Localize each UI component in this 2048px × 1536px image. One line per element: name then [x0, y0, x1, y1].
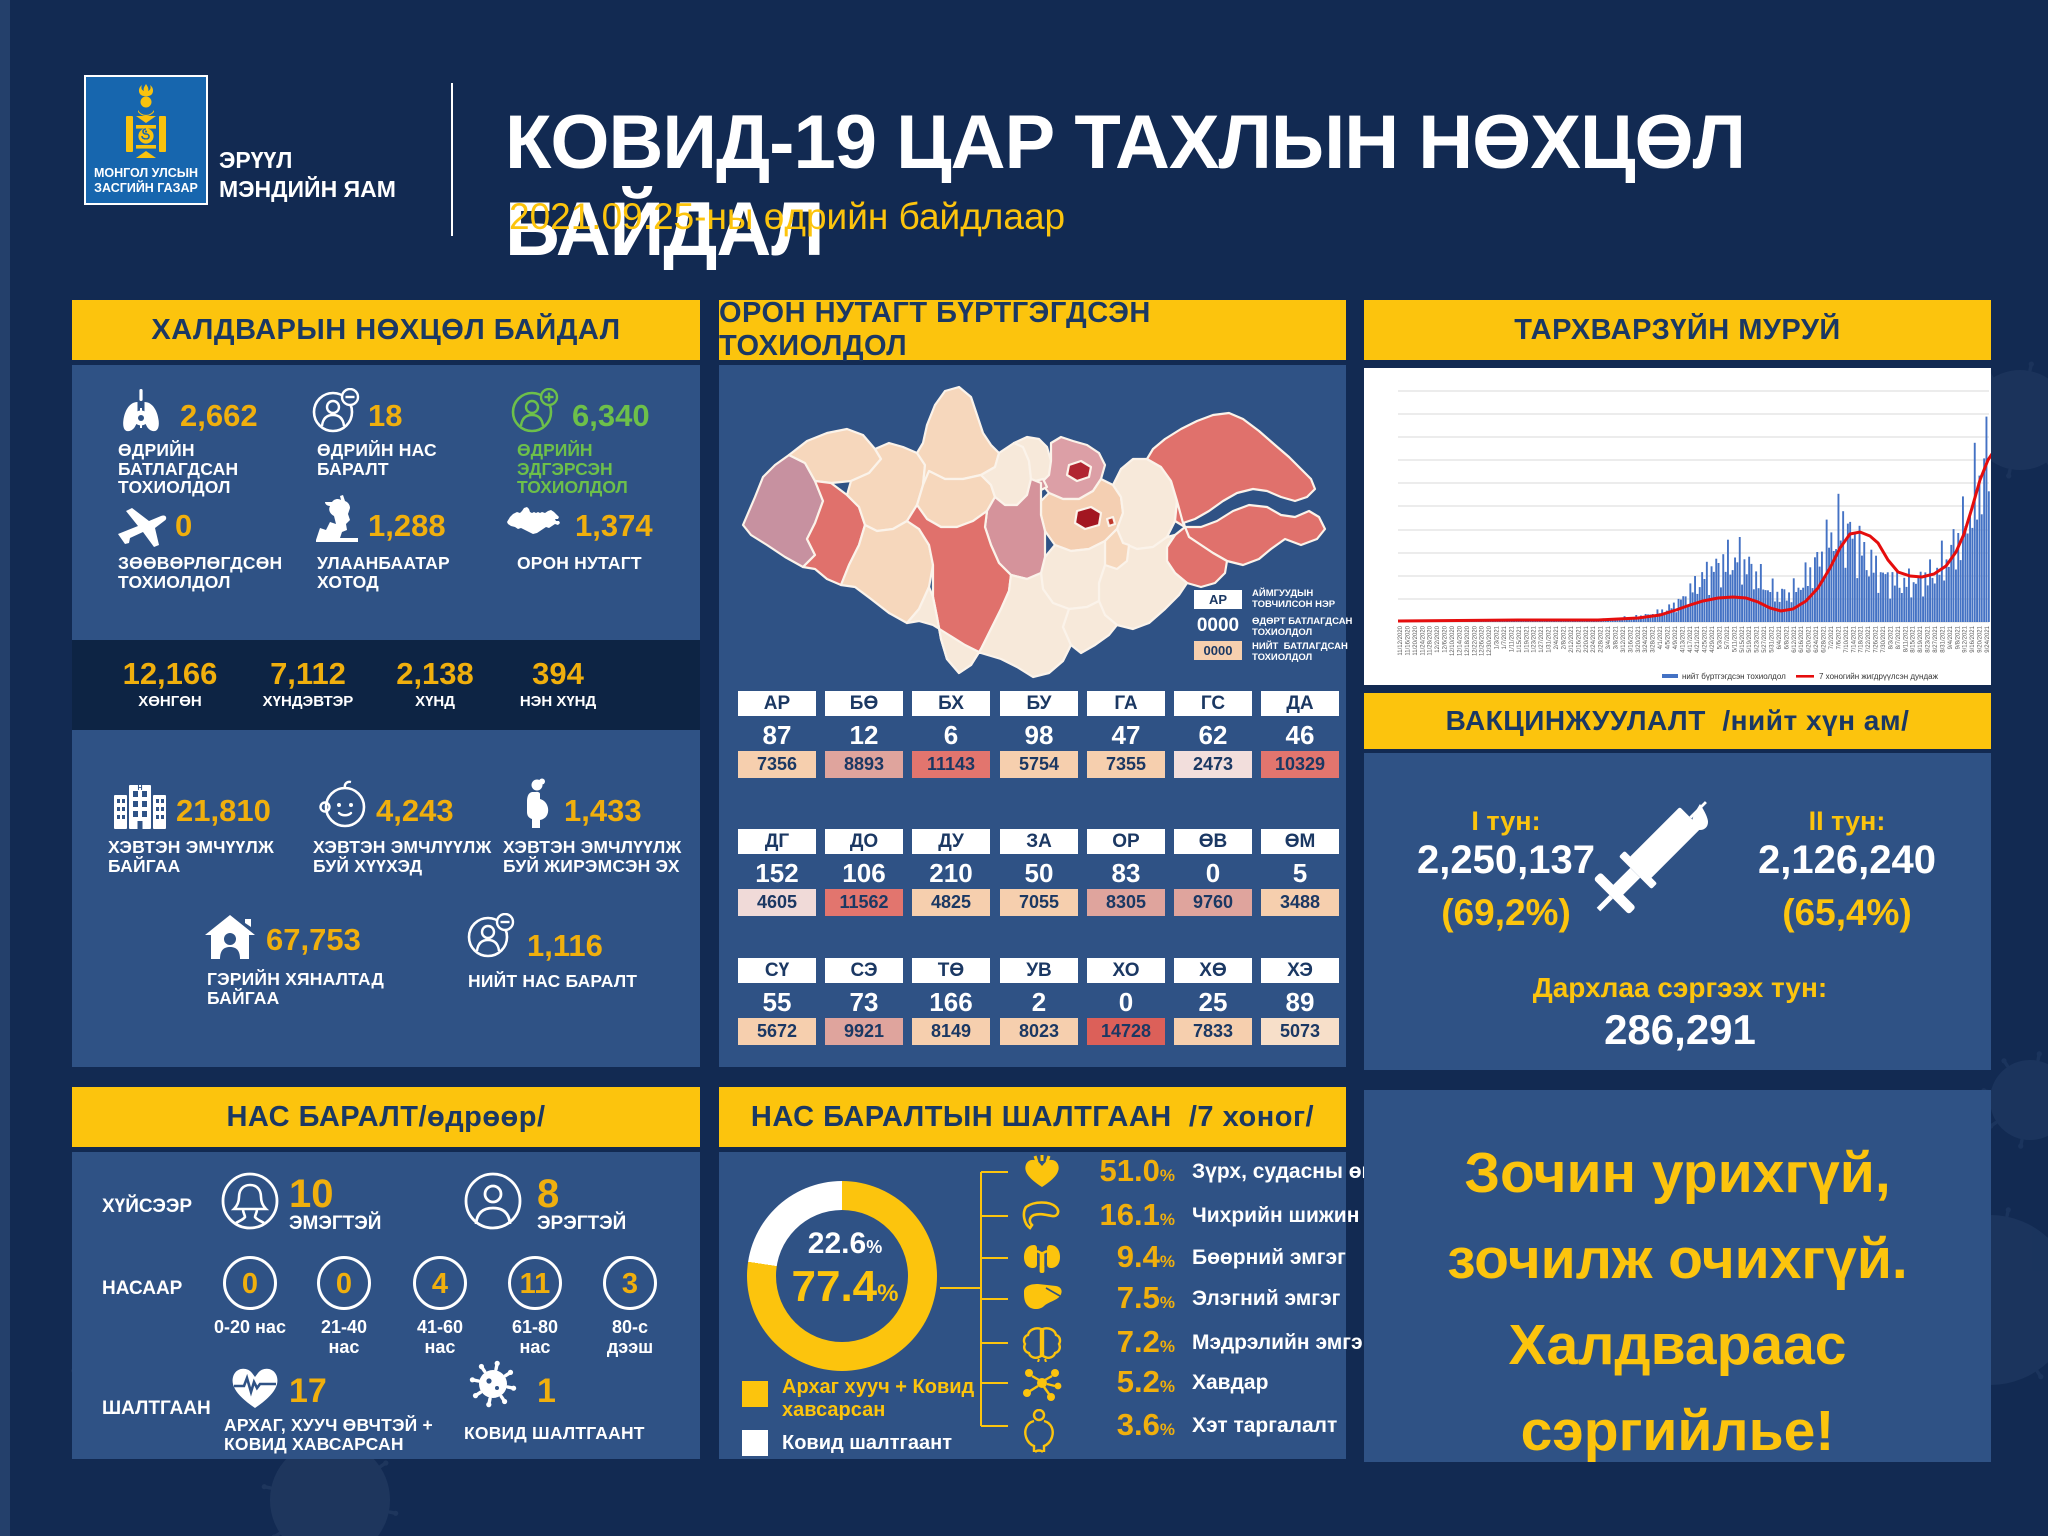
svg-text:2/12/2021: 2/12/2021 — [1569, 625, 1575, 652]
svg-text:12/2/2020: 12/2/2020 — [1435, 625, 1441, 652]
svg-text:5/23/2021: 5/23/2021 — [1755, 625, 1761, 652]
svg-text:7 хоногийн жигдрүүлсэн дундаж: 7 хоногийн жигдрүүлсэн дундаж — [1819, 672, 1939, 681]
svg-text:8/11/2021: 8/11/2021 — [1903, 625, 1909, 652]
svg-text:11/12/2020: 11/12/2020 — [1398, 625, 1404, 655]
svg-text:5/31/2021: 5/31/2021 — [1770, 625, 1776, 652]
svg-text:4/5/2021: 4/5/2021 — [1666, 625, 1672, 649]
svg-text:6/28/2021: 6/28/2021 — [1822, 625, 1828, 652]
svg-text:1/23/2021: 1/23/2021 — [1532, 625, 1538, 652]
svg-text:1/3/2021: 1/3/2021 — [1495, 625, 1501, 649]
svg-text:5/7/2021: 5/7/2021 — [1725, 625, 1731, 649]
svg-text:6/16/2021: 6/16/2021 — [1799, 625, 1805, 652]
svg-text:3/20/2021: 3/20/2021 — [1636, 625, 1642, 652]
svg-text:12/26/2020: 12/26/2020 — [1480, 625, 1486, 656]
svg-text:6/24/2021: 6/24/2021 — [1814, 625, 1820, 652]
svg-text:8/19/2021: 8/19/2021 — [1918, 625, 1924, 652]
svg-text:2/8/2021: 2/8/2021 — [1562, 625, 1568, 649]
svg-text:4/29/2021: 4/29/2021 — [1710, 625, 1716, 652]
svg-text:5/27/2021: 5/27/2021 — [1762, 625, 1768, 652]
svg-text:4/9/2021: 4/9/2021 — [1673, 625, 1679, 649]
svg-text:1/15/2021: 1/15/2021 — [1517, 625, 1523, 652]
svg-text:5/11/2021: 5/11/2021 — [1732, 625, 1738, 652]
svg-text:9/12/2021: 9/12/2021 — [1963, 625, 1969, 652]
svg-text:11/24/2020: 11/24/2020 — [1420, 625, 1426, 655]
svg-text:12/6/2020: 12/6/2020 — [1443, 625, 1449, 652]
svg-text:8/15/2021: 8/15/2021 — [1911, 625, 1917, 652]
svg-text:7/30/2021: 7/30/2021 — [1881, 625, 1887, 652]
svg-text:H: H — [137, 785, 142, 792]
svg-text:3/24/2021: 3/24/2021 — [1643, 625, 1649, 652]
svg-text:3/16/2021: 3/16/2021 — [1628, 625, 1634, 652]
svg-text:4/13/2021: 4/13/2021 — [1680, 625, 1686, 652]
svg-text:1/19/2021: 1/19/2021 — [1524, 625, 1530, 652]
svg-text:7/26/2021: 7/26/2021 — [1874, 625, 1880, 652]
svg-text:8/7/2021: 8/7/2021 — [1896, 625, 1902, 649]
svg-text:3/12/2021: 3/12/2021 — [1621, 625, 1627, 652]
svg-text:12/18/2020: 12/18/2020 — [1465, 625, 1471, 656]
svg-text:8/23/2021: 8/23/2021 — [1926, 625, 1932, 652]
svg-text:5/19/2021: 5/19/2021 — [1747, 625, 1753, 652]
svg-text:12/22/2020: 12/22/2020 — [1472, 625, 1478, 656]
svg-text:нийт бүртгэгдсэн тохиолдол: нийт бүртгэгдсэн тохиолдол — [1682, 672, 1786, 681]
svg-text:8/3/2021: 8/3/2021 — [1888, 625, 1894, 649]
svg-text:7/18/2021: 7/18/2021 — [1859, 625, 1865, 652]
svg-text:4/25/2021: 4/25/2021 — [1703, 625, 1709, 652]
svg-text:4/1/2021: 4/1/2021 — [1658, 625, 1664, 649]
svg-text:11/16/2020: 11/16/2020 — [1405, 625, 1411, 655]
svg-text:11/20/2020: 11/20/2020 — [1413, 625, 1419, 655]
svg-text:4/17/2021: 4/17/2021 — [1688, 625, 1694, 652]
svg-text:7/14/2021: 7/14/2021 — [1851, 625, 1857, 652]
svg-text:5/15/2021: 5/15/2021 — [1740, 625, 1746, 652]
svg-text:6/12/2021: 6/12/2021 — [1792, 625, 1798, 652]
svg-text:2/20/2021: 2/20/2021 — [1584, 625, 1590, 652]
svg-text:12/14/2020: 12/14/2020 — [1457, 625, 1463, 656]
svg-text:1/31/2021: 1/31/2021 — [1547, 625, 1553, 652]
svg-text:2/4/2021: 2/4/2021 — [1554, 625, 1560, 649]
svg-text:7/6/2021: 7/6/2021 — [1836, 625, 1842, 649]
svg-text:11/28/2020: 11/28/2020 — [1428, 625, 1434, 655]
svg-text:1/27/2021: 1/27/2021 — [1539, 625, 1545, 652]
svg-text:6/4/2021: 6/4/2021 — [1777, 625, 1783, 649]
svg-text:3/4/2021: 3/4/2021 — [1606, 625, 1612, 649]
svg-text:9/20/2021: 9/20/2021 — [1978, 625, 1984, 652]
svg-text:7/2/2021: 7/2/2021 — [1829, 625, 1835, 649]
svg-text:6/20/2021: 6/20/2021 — [1807, 625, 1813, 652]
svg-text:6/8/2021: 6/8/2021 — [1784, 625, 1790, 649]
svg-text:3/8/2021: 3/8/2021 — [1614, 625, 1620, 649]
svg-text:8/31/2021: 8/31/2021 — [1940, 625, 1946, 652]
svg-text:3/28/2021: 3/28/2021 — [1651, 625, 1657, 652]
svg-text:4/21/2021: 4/21/2021 — [1695, 625, 1701, 652]
svg-text:7/10/2021: 7/10/2021 — [1844, 625, 1850, 652]
svg-text:12/10/2020: 12/10/2020 — [1450, 625, 1456, 656]
svg-text:9/24/2021: 9/24/2021 — [1985, 625, 1991, 652]
svg-text:5/3/2021: 5/3/2021 — [1718, 625, 1724, 649]
svg-text:9/16/2021: 9/16/2021 — [1970, 625, 1976, 652]
svg-text:9/4/2021: 9/4/2021 — [1948, 625, 1954, 649]
svg-text:1/11/2021: 1/11/2021 — [1510, 625, 1516, 652]
svg-text:7/22/2021: 7/22/2021 — [1866, 625, 1872, 652]
svg-text:1/7/2021: 1/7/2021 — [1502, 625, 1508, 649]
svg-text:8/27/2021: 8/27/2021 — [1933, 625, 1939, 652]
svg-text:2/16/2021: 2/16/2021 — [1576, 625, 1582, 652]
svg-text:2/24/2021: 2/24/2021 — [1591, 625, 1597, 652]
svg-text:12/30/2020: 12/30/2020 — [1487, 625, 1493, 656]
svg-text:2/28/2021: 2/28/2021 — [1599, 625, 1605, 652]
svg-text:9/8/2021: 9/8/2021 — [1955, 625, 1961, 649]
